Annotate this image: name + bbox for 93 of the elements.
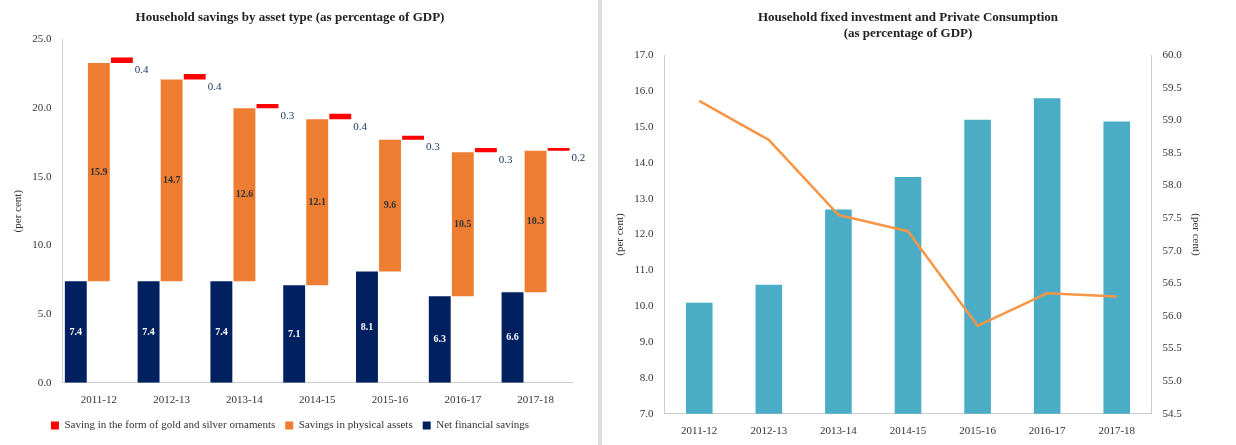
x-tick-label: 2013-14 [820,424,858,437]
y2-tick-label: 54.5 [1162,406,1183,419]
y2-tick-label: 59.0 [1162,113,1183,126]
y-tick-label: 14.0 [634,155,654,168]
y-tick-label: 8.0 [639,370,654,383]
bar [306,119,329,286]
y-tick-label: 13.0 [634,191,654,204]
data-label: 6.3 [433,333,447,345]
y2-tick-label: 58.0 [1162,178,1183,191]
data-label: 10.3 [526,215,545,227]
legend-label: Saving in the form of gold and silver ornaments [64,418,276,431]
data-label: 0.3 [426,140,441,153]
x-tick-label: 2011-12 [80,393,117,406]
data-label: 9.6 [383,199,397,211]
bar [87,62,110,282]
bar [233,108,256,282]
data-label: 0.3 [280,108,295,121]
chart-title: Household savings by asset type (as percentage of GDP) [135,9,445,25]
data-label: 14.7 [162,173,181,185]
y-tick-label: 12.0 [634,227,654,240]
bar [64,281,87,383]
x-tick-label: 2017-18 [517,393,555,406]
bar [356,271,378,383]
x-tick-label: 2011-12 [681,424,718,437]
y-tick-label: 15.0 [32,169,52,182]
y-tick-label: 16.0 [634,83,654,96]
data-label: 0.4 [134,63,150,76]
x-tick-label: 2015-16 [371,393,409,406]
data-label: 7.1 [287,327,301,339]
y2-tick-label: 57.5 [1162,211,1183,224]
data-label: 12.6 [235,188,254,200]
y-axis-title: (per cent) [613,212,627,256]
bar [210,281,233,383]
bar [183,73,206,80]
y2-tick-label: 56.5 [1162,276,1183,289]
y-tick-label: 25.0 [32,32,52,45]
bar [329,113,352,120]
x-tick-label: 2017-18 [1098,424,1136,437]
y2-tick-label: 55.5 [1162,341,1183,354]
y-tick-label: 0.0 [37,375,52,388]
y2-axis-title: (per cent) [1189,213,1203,257]
data-label: 0.4 [353,119,368,132]
bar [402,135,425,140]
y-tick-label: 10.0 [32,238,52,251]
y-tick-label: 5.0 [37,307,52,320]
x-tick-label: 2016-17 [1028,424,1066,437]
data-label: 7.4 [69,325,83,337]
x-tick-label: 2015-16 [959,424,997,437]
bar [110,57,133,63]
data-label: 0.3 [498,152,514,165]
y-tick-label: 20.0 [32,101,52,114]
y2-tick-label: 60.0 [1162,48,1183,61]
bar [524,150,547,293]
x-tick-label: 2013-14 [226,393,264,406]
x-tick-label: 2012-13 [153,393,191,406]
chart-title: Household fixed investment and Private Consumption (as percentage of GDP) [757,9,1059,40]
bar [379,139,401,272]
y2-tick-label: 55.0 [1162,374,1183,387]
bar [451,152,474,297]
data-label: 15.9 [90,165,108,177]
bar [428,296,451,383]
x-tick-label: 2012-13 [750,424,788,437]
y-tick-label: 10.0 [634,299,654,312]
bar [256,104,279,109]
y-axis-title: (per cent) [11,189,25,233]
x-tick-label: 2016-17 [444,393,482,406]
bar [160,79,183,282]
x-tick-label: 2014-15 [298,393,337,406]
data-label: 10.5 [454,217,472,229]
y2-tick-label: 57.0 [1162,243,1183,256]
bar [283,285,306,383]
y2-tick-label: 59.5 [1162,80,1183,93]
legend-label: Net financial savings [436,418,530,431]
data-label: 0.2 [571,151,586,164]
y-tick-label: 11.0 [634,263,654,276]
y-tick-label: 15.0 [634,119,654,132]
y-tick-label: 7.0 [639,406,654,419]
legend-label: Savings in physical assets [298,418,413,431]
y2-tick-label: 58.5 [1162,145,1183,158]
data-label: 7.4 [142,325,155,337]
y-tick-label: 17.0 [634,48,654,61]
y-tick-label: 9.0 [639,334,654,347]
y2-tick-label: 56.0 [1162,308,1183,321]
bar [137,281,160,383]
data-label: 0.4 [207,79,222,92]
data-label: 8.1 [360,320,374,332]
data-label: 12.1 [308,195,326,207]
x-tick-label: 2014-15 [889,424,927,437]
data-label: 7.4 [215,325,228,337]
data-label: 6.6 [506,331,519,343]
bar [474,148,497,153]
bar [547,148,570,151]
bar [501,292,524,383]
